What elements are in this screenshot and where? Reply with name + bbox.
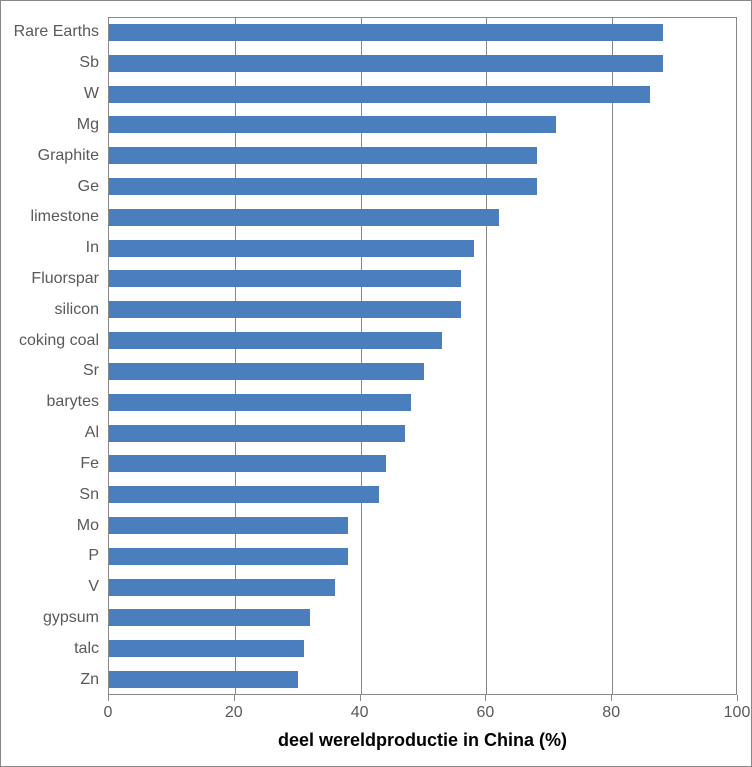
y-category-label: barytes [47,393,99,411]
y-category-label: Zn [80,671,99,689]
y-category-label: V [88,578,99,596]
y-category-label: P [88,547,99,565]
bar [109,517,348,534]
x-tick [234,695,235,701]
x-tick [611,695,612,701]
bar [109,270,461,287]
y-category-label: Al [85,424,99,442]
bar [109,55,663,72]
bar [109,116,556,133]
y-category-label: Rare Earths [14,23,99,41]
x-tick [737,695,738,701]
y-category-label: Mg [77,116,99,134]
bar [109,671,298,688]
x-axis-title: deel wereldproductie in China (%) [278,730,567,751]
x-tick [485,695,486,701]
bar [109,609,310,626]
x-tick-label: 0 [104,704,113,722]
bar [109,425,405,442]
bar [109,640,304,657]
bar [109,363,424,380]
bar [109,240,474,257]
y-category-label: gypsum [43,609,99,627]
bar [109,394,411,411]
bar [109,147,537,164]
y-category-label: Fe [80,455,99,473]
y-category-label: Graphite [38,147,99,165]
y-category-label: Sn [79,486,99,504]
bar [109,86,650,103]
bar [109,178,537,195]
y-category-label: coking coal [19,332,99,350]
y-category-label: W [84,85,99,103]
bar [109,486,379,503]
gridline [612,18,613,694]
bar [109,548,348,565]
y-category-label: Fluorspar [31,270,99,288]
chart-container: deel wereldproductie in China (%) 0 20 40 6… [0,0,752,767]
y-category-label: Ge [78,178,99,196]
bar [109,455,386,472]
bar [109,332,442,349]
y-category-label: Sb [79,54,99,72]
y-category-label: limestone [31,208,99,226]
y-category-label: In [86,239,99,257]
x-tick-label: 40 [351,704,369,722]
y-category-label: Sr [83,362,99,380]
bar [109,209,499,226]
y-category-label: talc [74,640,99,658]
x-tick-label: 100 [724,704,751,722]
y-category-label: Mo [77,517,99,535]
x-tick [108,695,109,701]
bar [109,24,663,41]
x-tick-label: 80 [602,704,620,722]
bar [109,301,461,318]
x-tick-label: 20 [225,704,243,722]
bar [109,579,335,596]
y-category-label: silicon [55,301,99,319]
x-tick-label: 60 [476,704,494,722]
x-tick [360,695,361,701]
